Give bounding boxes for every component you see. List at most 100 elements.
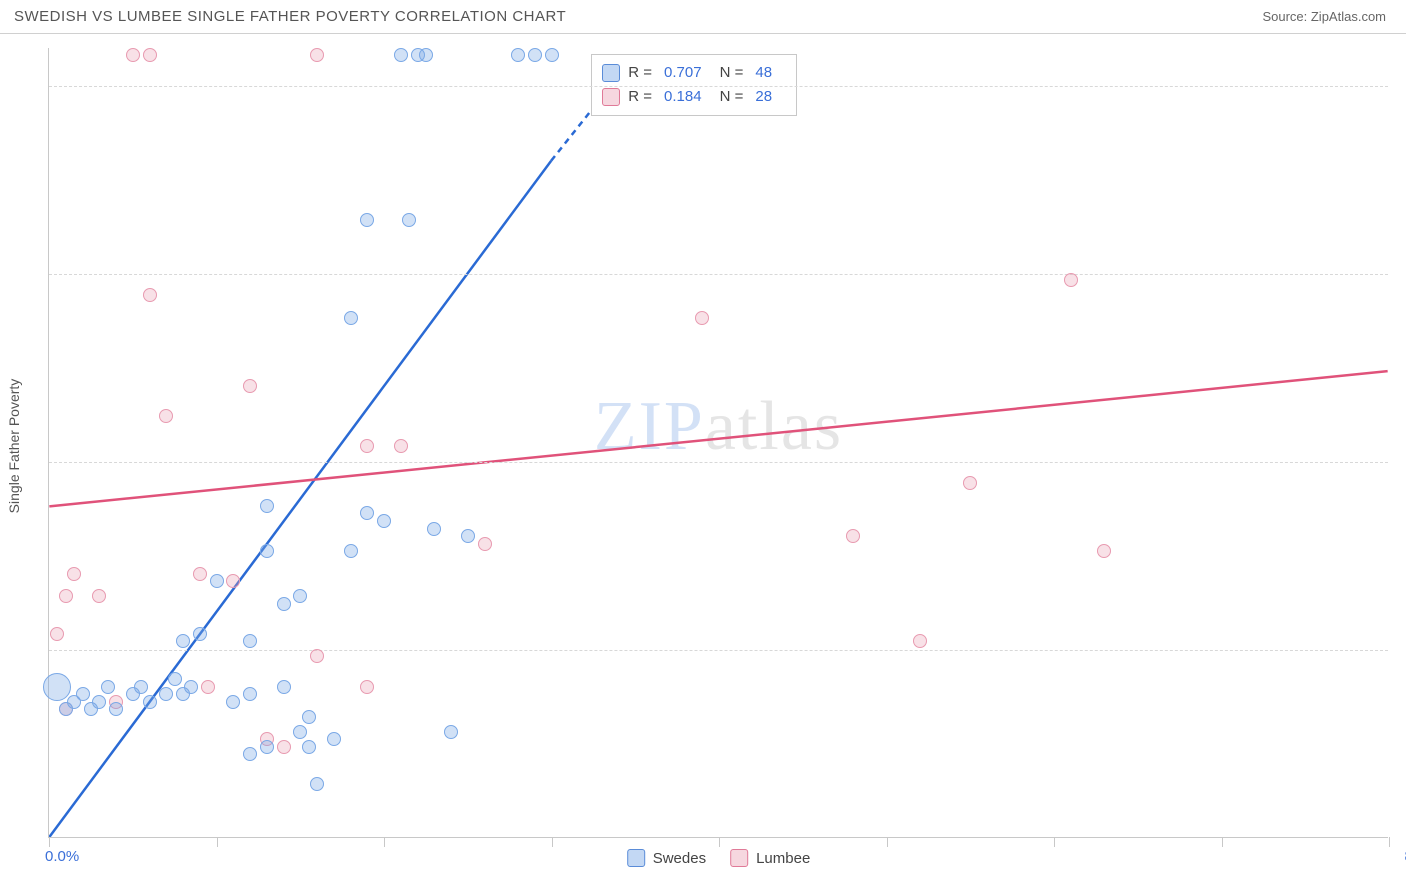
- scatter-point-lumbee: [1097, 544, 1111, 558]
- scatter-point-swedes: [243, 747, 257, 761]
- scatter-point-lumbee: [59, 589, 73, 603]
- scatter-point-swedes: [143, 695, 157, 709]
- scatter-point-swedes: [444, 725, 458, 739]
- legend-label: Lumbee: [756, 850, 810, 867]
- scatter-point-swedes: [310, 777, 324, 791]
- n-value: 28: [755, 85, 772, 109]
- gridline-h: [49, 274, 1388, 275]
- scatter-point-lumbee: [310, 48, 324, 62]
- scatter-point-lumbee: [360, 439, 374, 453]
- n-label: N =: [720, 61, 744, 85]
- legend-swatch-icon: [602, 88, 620, 106]
- scatter-point-swedes: [260, 499, 274, 513]
- scatter-point-swedes: [277, 680, 291, 694]
- scatter-point-swedes: [360, 506, 374, 520]
- x-tick: [1054, 837, 1055, 847]
- r-label: R =: [628, 85, 652, 109]
- scatter-point-swedes: [260, 740, 274, 754]
- legend-label: Swedes: [653, 850, 706, 867]
- scatter-point-lumbee: [360, 680, 374, 694]
- gridline-h: [49, 462, 1388, 463]
- legend-item: Lumbee: [730, 849, 810, 867]
- watermark: ZIPatlas: [594, 387, 843, 467]
- scatter-point-lumbee: [92, 589, 106, 603]
- scatter-point-lumbee: [963, 476, 977, 490]
- scatter-point-swedes: [427, 522, 441, 536]
- scatter-point-lumbee: [243, 379, 257, 393]
- r-value: 0.184: [664, 85, 702, 109]
- scatter-point-lumbee: [394, 439, 408, 453]
- watermark-atlas: atlas: [705, 388, 843, 465]
- legend-swatch-icon: [602, 64, 620, 82]
- scatter-point-swedes: [92, 695, 106, 709]
- scatter-point-swedes: [528, 48, 542, 62]
- scatter-point-swedes: [168, 672, 182, 686]
- scatter-point-lumbee: [1064, 273, 1078, 287]
- scatter-point-lumbee: [846, 529, 860, 543]
- legend-swatch-icon: [730, 849, 748, 867]
- legend-item: Swedes: [627, 849, 706, 867]
- scatter-point-swedes: [134, 680, 148, 694]
- legend-swatch-icon: [627, 849, 645, 867]
- x-tick: [887, 837, 888, 847]
- scatter-point-swedes: [545, 48, 559, 62]
- gridline-h: [49, 650, 1388, 651]
- x-tick: [217, 837, 218, 847]
- scatter-point-lumbee: [310, 649, 324, 663]
- watermark-zip: ZIP: [594, 388, 705, 465]
- scatter-point-swedes: [76, 687, 90, 701]
- x-tick-label: 0.0%: [45, 848, 79, 865]
- scatter-point-swedes: [360, 213, 374, 227]
- scatter-point-lumbee: [67, 567, 81, 581]
- series-legend: Swedes Lumbee: [627, 849, 811, 867]
- x-tick: [719, 837, 720, 847]
- chart-source: Source: ZipAtlas.com: [1262, 9, 1386, 24]
- scatter-point-lumbee: [277, 740, 291, 754]
- scatter-point-swedes: [461, 529, 475, 543]
- scatter-point-swedes: [184, 680, 198, 694]
- scatter-point-lumbee: [50, 627, 64, 641]
- scatter-point-swedes: [511, 48, 525, 62]
- scatter-point-swedes: [293, 725, 307, 739]
- scatter-point-swedes: [176, 634, 190, 648]
- x-tick: [1222, 837, 1223, 847]
- scatter-point-swedes: [402, 213, 416, 227]
- scatter-point-lumbee: [695, 311, 709, 325]
- scatter-point-swedes: [226, 695, 240, 709]
- scatter-point-swedes: [43, 673, 71, 701]
- scatter-point-lumbee: [159, 409, 173, 423]
- scatter-point-lumbee: [143, 288, 157, 302]
- scatter-point-lumbee: [193, 567, 207, 581]
- scatter-point-swedes: [419, 48, 433, 62]
- n-label: N =: [720, 85, 744, 109]
- scatter-point-swedes: [193, 627, 207, 641]
- scatter-point-swedes: [302, 740, 316, 754]
- scatter-point-lumbee: [126, 48, 140, 62]
- scatter-point-swedes: [109, 702, 123, 716]
- stats-row: R =0.707N =48: [602, 61, 782, 85]
- scatter-point-swedes: [210, 574, 224, 588]
- scatter-point-lumbee: [226, 574, 240, 588]
- scatter-point-lumbee: [913, 634, 927, 648]
- scatter-point-swedes: [243, 687, 257, 701]
- r-label: R =: [628, 61, 652, 85]
- scatter-point-swedes: [101, 680, 115, 694]
- scatter-point-lumbee: [478, 537, 492, 551]
- chart-plot-area: ZIPatlas R =0.707N =48R =0.184N =28 Swed…: [48, 48, 1388, 838]
- scatter-point-swedes: [260, 544, 274, 558]
- gridline-h: [49, 86, 1388, 87]
- chart-header: SWEDISH VS LUMBEE SINGLE FATHER POVERTY …: [0, 0, 1406, 34]
- scatter-point-swedes: [344, 311, 358, 325]
- scatter-point-swedes: [344, 544, 358, 558]
- scatter-point-swedes: [302, 710, 316, 724]
- y-axis-label: Single Father Poverty: [6, 379, 22, 514]
- chart-title: SWEDISH VS LUMBEE SINGLE FATHER POVERTY …: [14, 8, 566, 25]
- scatter-point-lumbee: [143, 48, 157, 62]
- scatter-point-swedes: [243, 634, 257, 648]
- scatter-point-swedes: [293, 589, 307, 603]
- scatter-point-swedes: [394, 48, 408, 62]
- x-tick: [384, 837, 385, 847]
- x-tick: [1389, 837, 1390, 847]
- r-value: 0.707: [664, 61, 702, 85]
- scatter-point-lumbee: [201, 680, 215, 694]
